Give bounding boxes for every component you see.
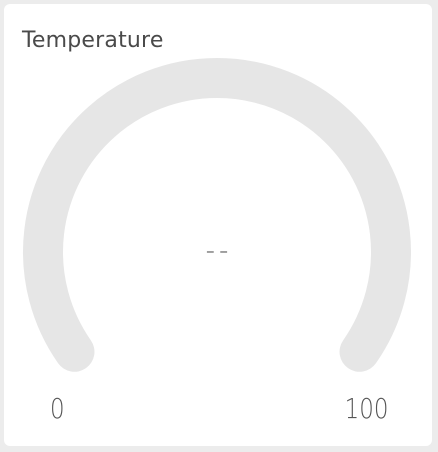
- gauge-value: --: [205, 236, 233, 266]
- gauge-max-label: 100: [344, 392, 388, 425]
- gauge-title: Temperature: [22, 28, 164, 53]
- gauge-track: [23, 58, 411, 372]
- gauge-min-label: 0: [50, 392, 65, 425]
